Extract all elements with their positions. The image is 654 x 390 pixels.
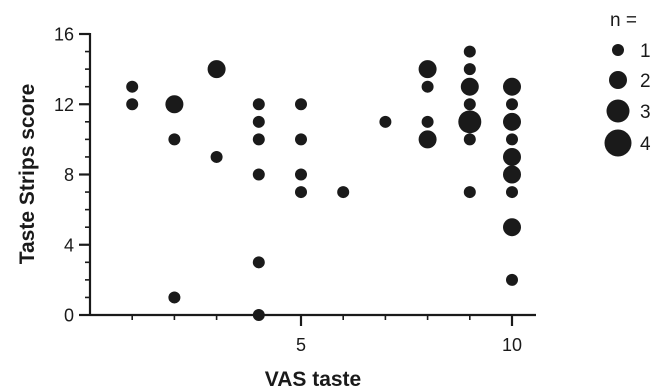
data-point	[460, 77, 479, 96]
data-point	[506, 98, 518, 111]
y-axis-ticks: 0 4 8 12 16	[54, 25, 90, 326]
data-point	[165, 95, 184, 114]
data-point	[506, 273, 518, 286]
plot-axes	[88, 33, 536, 317]
data-point	[337, 186, 350, 199]
x-tick-label: 10	[502, 335, 522, 355]
data-point	[463, 98, 476, 111]
data-point	[252, 256, 265, 269]
legend-title: n =	[610, 10, 637, 31]
data-point	[210, 150, 223, 163]
y-axis-title: Taste Strips score	[16, 84, 39, 265]
data-point	[252, 133, 265, 146]
x-axis-title: VAS taste	[265, 368, 361, 390]
data-point	[252, 98, 265, 111]
data-point	[503, 112, 521, 131]
legend-label: 4	[640, 134, 651, 155]
data-point	[252, 309, 265, 321]
y-tick-label: 4	[64, 235, 74, 255]
y-tick-label: 16	[54, 25, 74, 45]
data-point	[506, 186, 518, 199]
data-point	[168, 291, 181, 304]
legend-marker	[609, 71, 627, 89]
data-point	[295, 98, 307, 111]
data-point	[379, 115, 392, 128]
data-point	[252, 168, 265, 181]
legend-marker	[606, 99, 630, 123]
x-axis-ticks: 5 10	[131, 315, 522, 355]
data-point	[506, 133, 518, 146]
data-point	[463, 63, 476, 76]
data-point	[463, 133, 476, 146]
legend-label: 1	[640, 41, 651, 62]
data-point	[503, 165, 521, 184]
legend-marker	[612, 44, 624, 56]
data-point	[463, 45, 476, 58]
y-tick-label: 0	[64, 306, 74, 326]
data-point	[421, 80, 434, 93]
y-tick-label: 12	[54, 95, 74, 115]
data-point	[295, 186, 307, 199]
data-point	[418, 60, 437, 79]
data-point	[295, 168, 307, 181]
data-point	[421, 115, 434, 128]
data-point	[126, 98, 139, 111]
data-point	[252, 115, 265, 128]
y-tick-label: 8	[64, 165, 74, 185]
data-point	[463, 186, 476, 199]
data-point	[295, 133, 307, 146]
data-point	[503, 147, 521, 166]
legend-marker	[604, 129, 632, 157]
data-point	[503, 77, 521, 96]
data-points	[126, 45, 521, 321]
data-point	[418, 130, 437, 149]
data-point	[126, 80, 139, 93]
data-point	[458, 110, 482, 134]
legend-label: 2	[640, 71, 651, 92]
data-point	[168, 133, 181, 146]
data-point	[503, 218, 521, 237]
x-tick-label: 5	[296, 335, 306, 355]
legend: n = 1 2 3 4	[604, 10, 651, 157]
legend-label: 3	[640, 102, 651, 123]
data-point	[207, 60, 226, 79]
